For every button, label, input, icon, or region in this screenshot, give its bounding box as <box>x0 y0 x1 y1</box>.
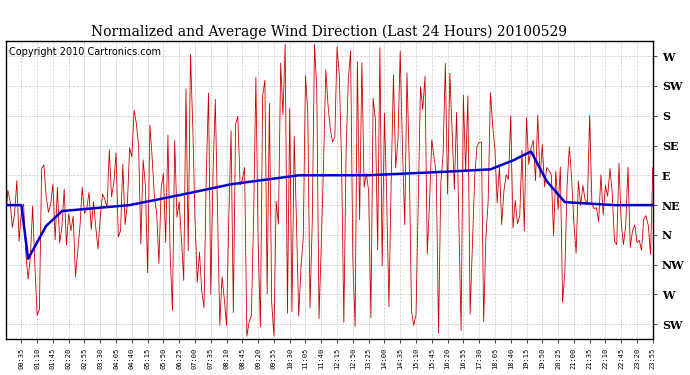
Title: Normalized and Average Wind Direction (Last 24 Hours) 20100529: Normalized and Average Wind Direction (L… <box>91 24 567 39</box>
Text: Copyright 2010 Cartronics.com: Copyright 2010 Cartronics.com <box>9 47 161 57</box>
